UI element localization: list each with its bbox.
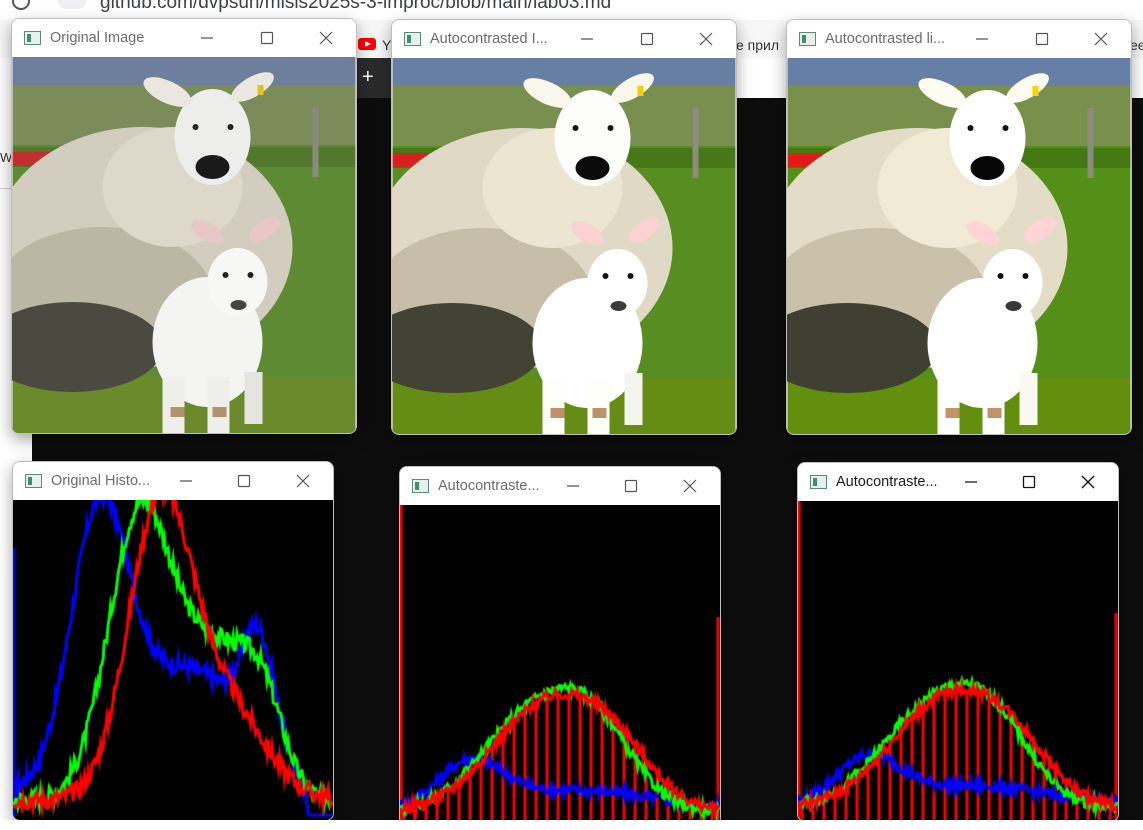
histogram-view xyxy=(798,501,1118,821)
sheep-image xyxy=(392,58,736,434)
window-title: Original Image xyxy=(50,30,145,46)
close-icon[interactable] xyxy=(309,22,343,54)
histogram-plot xyxy=(798,501,1118,821)
autocontrasted-histogram-window[interactable]: Autocontraste... xyxy=(399,466,721,826)
histogram-plot xyxy=(400,505,720,825)
sheep-image xyxy=(12,57,356,433)
opencv-window-icon xyxy=(25,474,42,488)
close-icon[interactable] xyxy=(286,465,320,497)
window-title: Original Histo... xyxy=(51,473,151,489)
autocontrasted-histogram-window[interactable]: Autocontraste... xyxy=(797,462,1119,822)
original-histogram-window[interactable]: Original Histo... xyxy=(12,461,334,821)
minimize-icon[interactable] xyxy=(556,470,590,502)
maximize-icon[interactable] xyxy=(227,465,261,497)
site-settings-icon[interactable] xyxy=(58,0,86,9)
youtube-icon[interactable] xyxy=(358,38,376,50)
bookmark-label[interactable]: ee xyxy=(1130,37,1143,53)
minimize-icon[interactable] xyxy=(570,23,604,55)
reload-icon[interactable] xyxy=(12,0,30,10)
window-titlebar[interactable]: Autocontrasted li... xyxy=(787,20,1131,58)
address-bar-url[interactable]: github.com/dvpsun/misis2025s-3-improc/bl… xyxy=(100,0,612,13)
bookmark-label[interactable]: е прил xyxy=(736,37,780,53)
sidebar-label: W xyxy=(0,150,13,165)
window-title: Autocontraste... xyxy=(438,478,540,494)
minimize-icon[interactable] xyxy=(954,466,988,498)
histogram-view xyxy=(400,505,720,825)
opencv-window-icon xyxy=(412,479,429,493)
histogram-view xyxy=(13,500,333,820)
new-tab-button[interactable]: + xyxy=(362,66,374,88)
maximize-icon[interactable] xyxy=(1012,466,1046,498)
window-titlebar[interactable]: Autocontraste... xyxy=(400,467,720,505)
sheep-image xyxy=(787,58,1131,434)
close-icon[interactable] xyxy=(1071,466,1105,498)
opencv-window-icon xyxy=(810,475,827,489)
browser-toolbar: github.com/dvpsun/misis2025s-3-improc/bl… xyxy=(0,0,1143,20)
maximize-icon[interactable] xyxy=(250,22,284,54)
maximize-icon[interactable] xyxy=(614,470,648,502)
histogram-plot xyxy=(13,500,333,820)
original-image-window[interactable]: Original Image xyxy=(11,18,357,434)
window-title: Autocontraste... xyxy=(836,474,938,490)
opencv-window-icon xyxy=(24,31,41,45)
minimize-icon[interactable] xyxy=(965,23,999,55)
window-title: Autocontrasted li... xyxy=(825,31,946,47)
maximize-icon[interactable] xyxy=(630,23,664,55)
image-view xyxy=(392,58,736,434)
bookmark-label[interactable]: Y xyxy=(382,37,392,53)
sidebar-fragment: W xyxy=(0,58,14,189)
close-icon[interactable] xyxy=(689,23,723,55)
close-icon[interactable] xyxy=(673,470,707,502)
window-titlebar[interactable]: Autocontraste... xyxy=(798,463,1118,501)
page-footer-fragment xyxy=(0,820,1143,830)
close-icon[interactable] xyxy=(1084,23,1118,55)
minimize-icon[interactable] xyxy=(190,22,224,54)
window-titlebar[interactable]: Original Histo... xyxy=(13,462,333,500)
image-view xyxy=(787,58,1131,434)
autocontrasted-image-window[interactable]: Autocontrasted I... xyxy=(391,19,737,435)
maximize-icon[interactable] xyxy=(1025,23,1059,55)
tab-strip xyxy=(356,58,392,100)
autocontrasted-image-window[interactable]: Autocontrasted li... xyxy=(786,19,1132,435)
opencv-window-icon xyxy=(404,32,421,46)
window-titlebar[interactable]: Autocontrasted I... xyxy=(392,20,736,58)
window-titlebar[interactable]: Original Image xyxy=(12,19,356,57)
opencv-window-icon xyxy=(799,32,816,46)
window-title: Autocontrasted I... xyxy=(430,31,548,47)
minimize-icon[interactable] xyxy=(169,465,203,497)
image-view xyxy=(12,57,356,433)
